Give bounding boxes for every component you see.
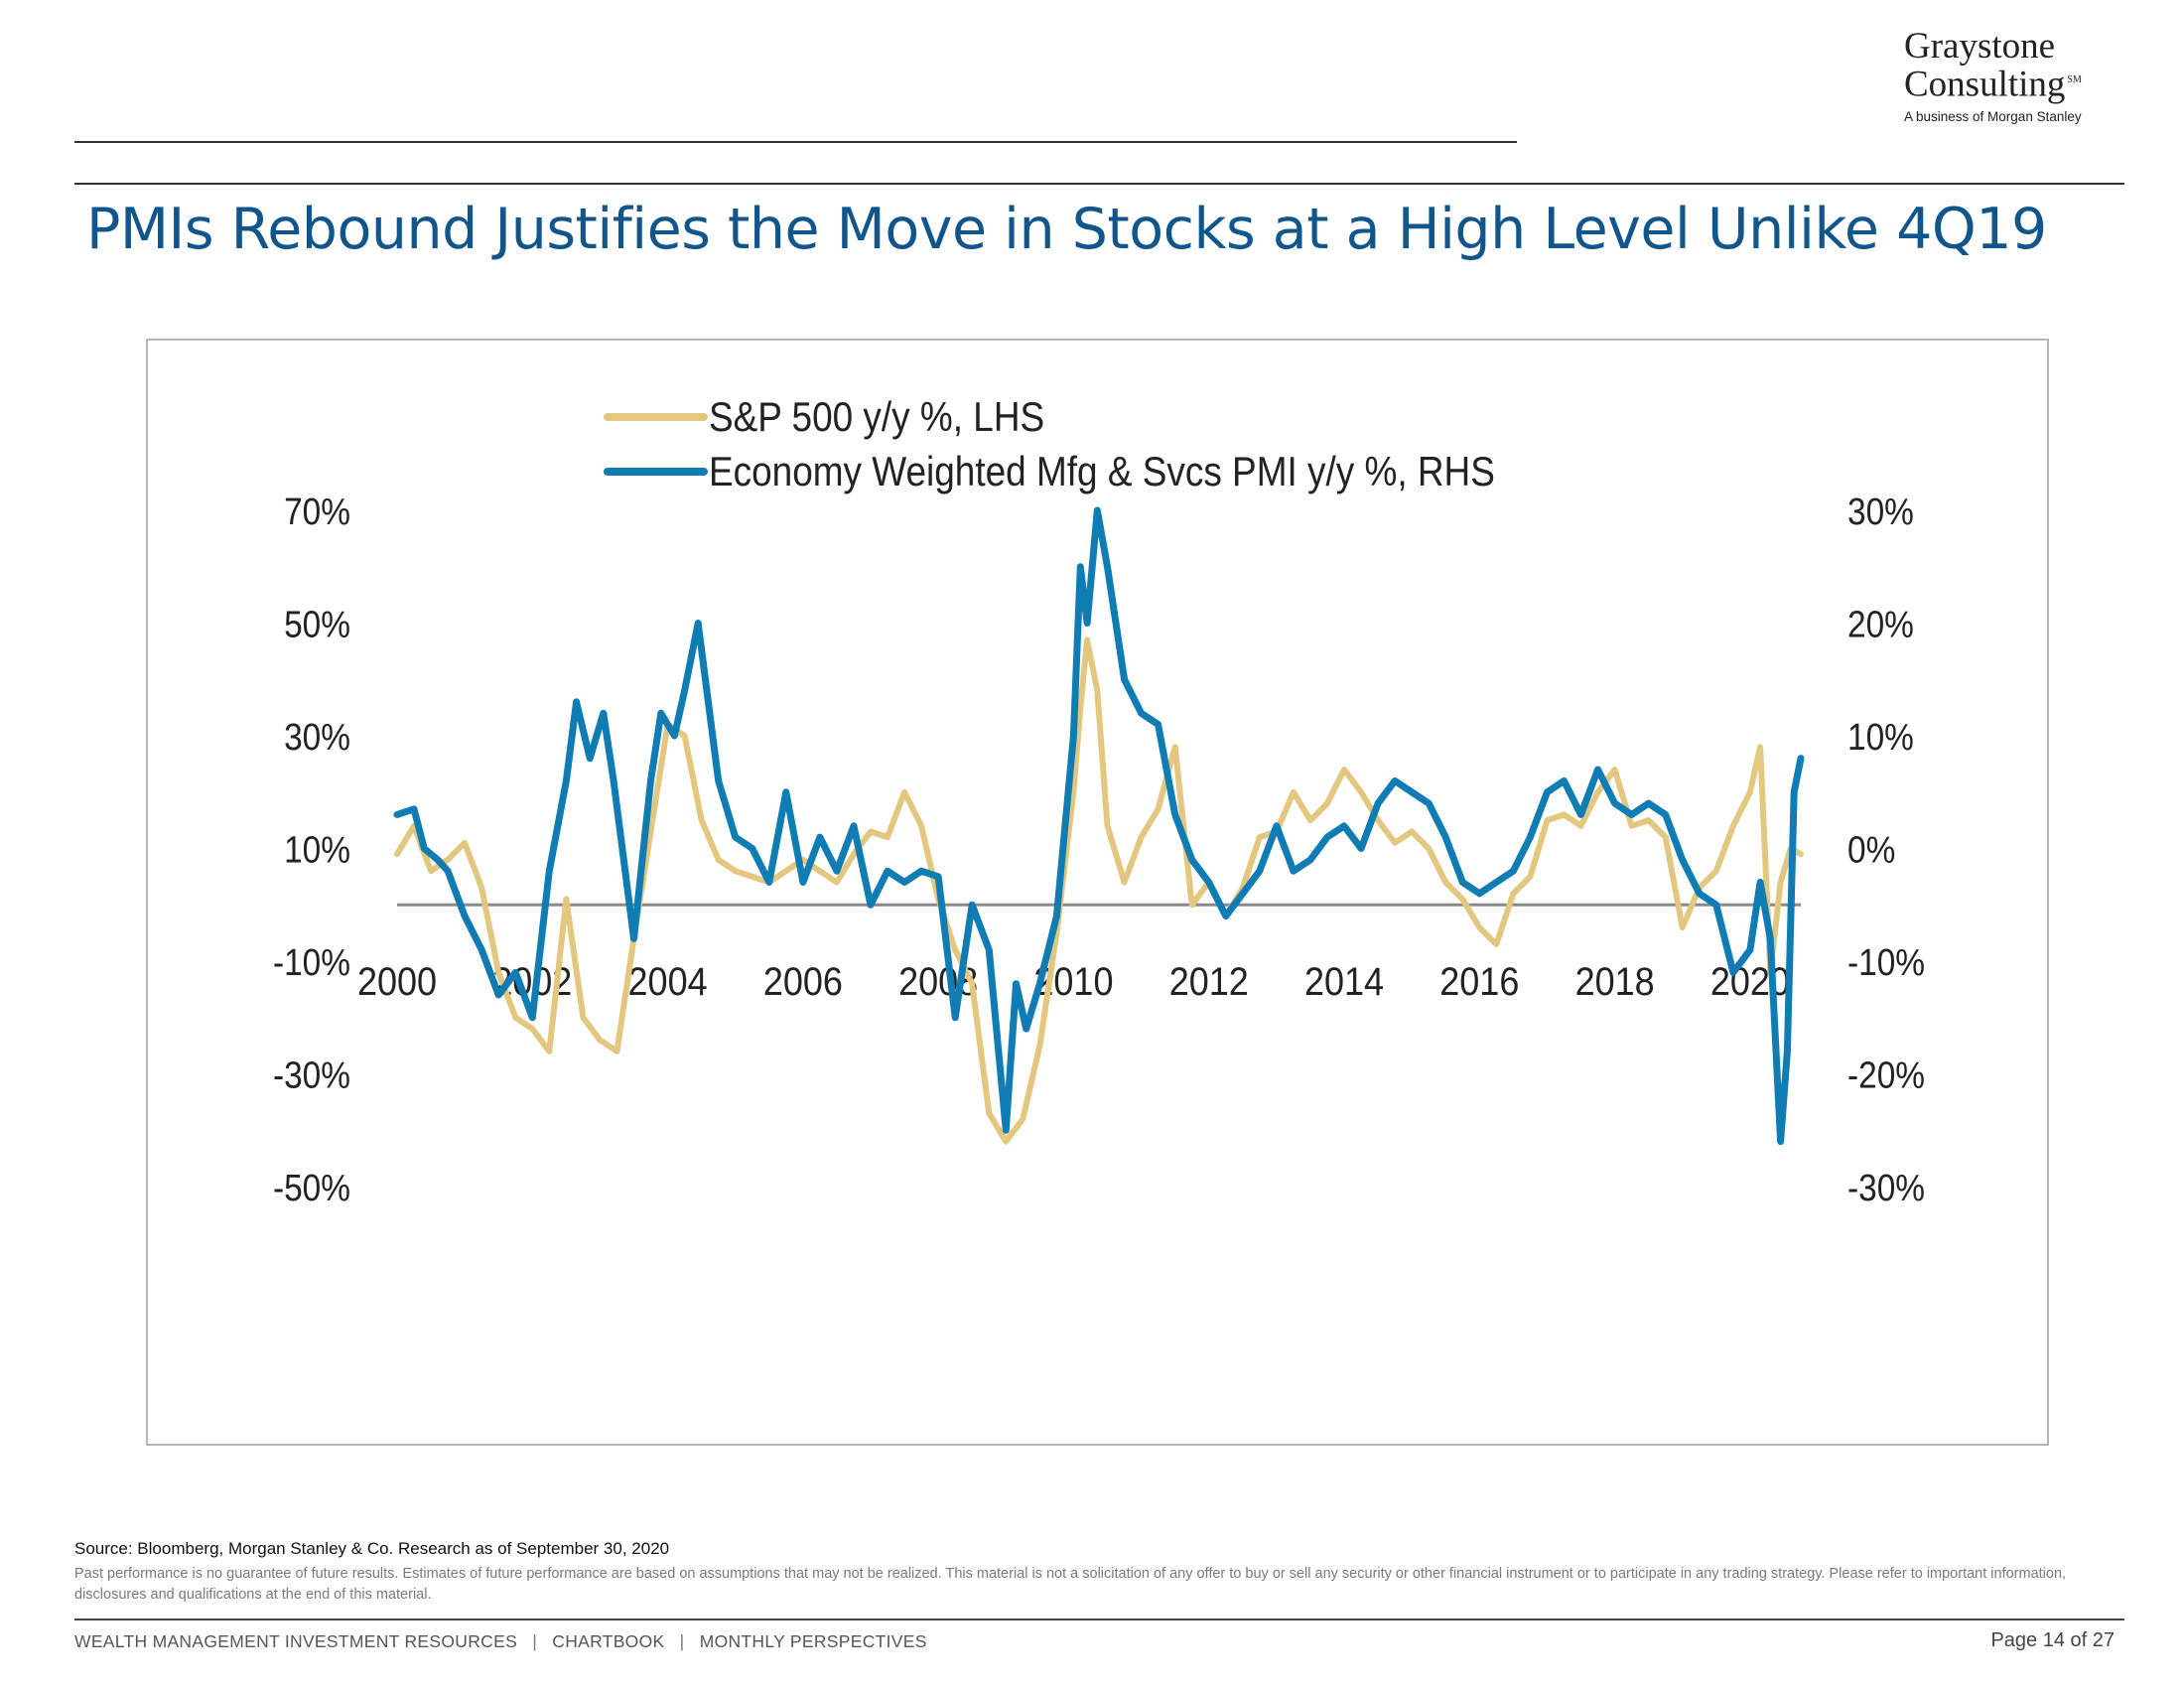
pmi-vs-sp500-chart: 70% 50% 30% 10% -10% -30% -50% 30% 20% 10% 0% -10% -… [273,394,1925,1209]
right-axis-tick-label: -30% [1847,1167,1925,1208]
header-rule-top [74,141,1517,143]
footer-item-monthly-perspectives: MONTHLY PERSPECTIVES [699,1631,927,1651]
x-axis-tick-label: 2000 [357,960,437,1004]
x-axis-tick-label: 2012 [1169,960,1249,1004]
left-axis-tick-label: 30% [284,716,350,758]
left-axis-tick-label: -30% [273,1055,350,1096]
page-title: PMIs Rebound Justifies the Move in Stock… [86,197,2047,262]
source-note: Source: Bloomberg, Morgan Stanley & Co. … [74,1539,670,1558]
logo-tagline: A business of Morgan Stanley [1904,109,2082,125]
left-axis-tick-label: 70% [284,491,350,532]
left-axis-tick-label: -50% [273,1167,350,1208]
right-axis-tick-label: -20% [1847,1055,1925,1096]
logo-wordmark-line2: Consulting SM [1904,64,2113,105]
x-axis-tick-label: 2014 [1304,960,1384,1004]
right-axis-tick-label: 20% [1847,604,1914,645]
series-line-pmi [393,506,1805,1146]
x-axis-tick-label: 2020 [1710,960,1790,1004]
footer-rule [74,1618,2124,1620]
page-number: Page 14 of 27 [1990,1629,2115,1651]
x-axis-tick-label: 2004 [628,960,708,1004]
left-axis-tick-label: 10% [284,829,350,871]
legend-label-sp500: S&P 500 y/y %, LHS [709,394,1044,441]
logo-service-mark: SM [2067,74,2082,85]
chart-panel: 70% 50% 30% 10% -10% -30% -50% 30% 20% 10% 0% -10% -… [146,339,2049,1446]
footer-separator: | [532,1631,538,1651]
legend-label-pmi: Economy Weighted Mfg & Svcs PMI y/y %, R… [709,449,1495,495]
right-axis-tick-label: 0% [1847,829,1895,871]
footer-item-chartbook: CHARTBOOK [552,1631,665,1651]
right-axis-tick-label: 30% [1847,491,1914,532]
header-rule-bottom [74,183,2124,185]
right-axis-tick-label: 10% [1847,716,1914,758]
left-axis-tick-label: 50% [284,604,350,645]
left-axis-tick-label: -10% [273,941,350,983]
x-axis-tick-label: 2016 [1439,960,1519,1004]
footer-separator: | [679,1631,685,1651]
footer-item-wealth-management: WEALTH MANAGEMENT INVESTMENT RESOURCES [74,1631,518,1651]
logo-wordmark-line1: Graystone [1904,26,2056,67]
right-axis-tick-label: -10% [1847,941,1925,983]
x-axis-tick-label: 2006 [763,960,843,1004]
graystone-logo: Graystone Consulting SM A business of Mor… [1904,26,2113,125]
disclaimer: Past performance is no guarantee of futu… [74,1566,2067,1603]
logo-wordmark-consulting: Consulting [1904,64,2066,105]
series-line-sp500 [394,636,1804,1145]
footer-nav: WEALTH MANAGEMENT INVESTMENT RESOURCES |… [74,1631,927,1652]
x-axis-tick-label: 2018 [1575,960,1655,1004]
